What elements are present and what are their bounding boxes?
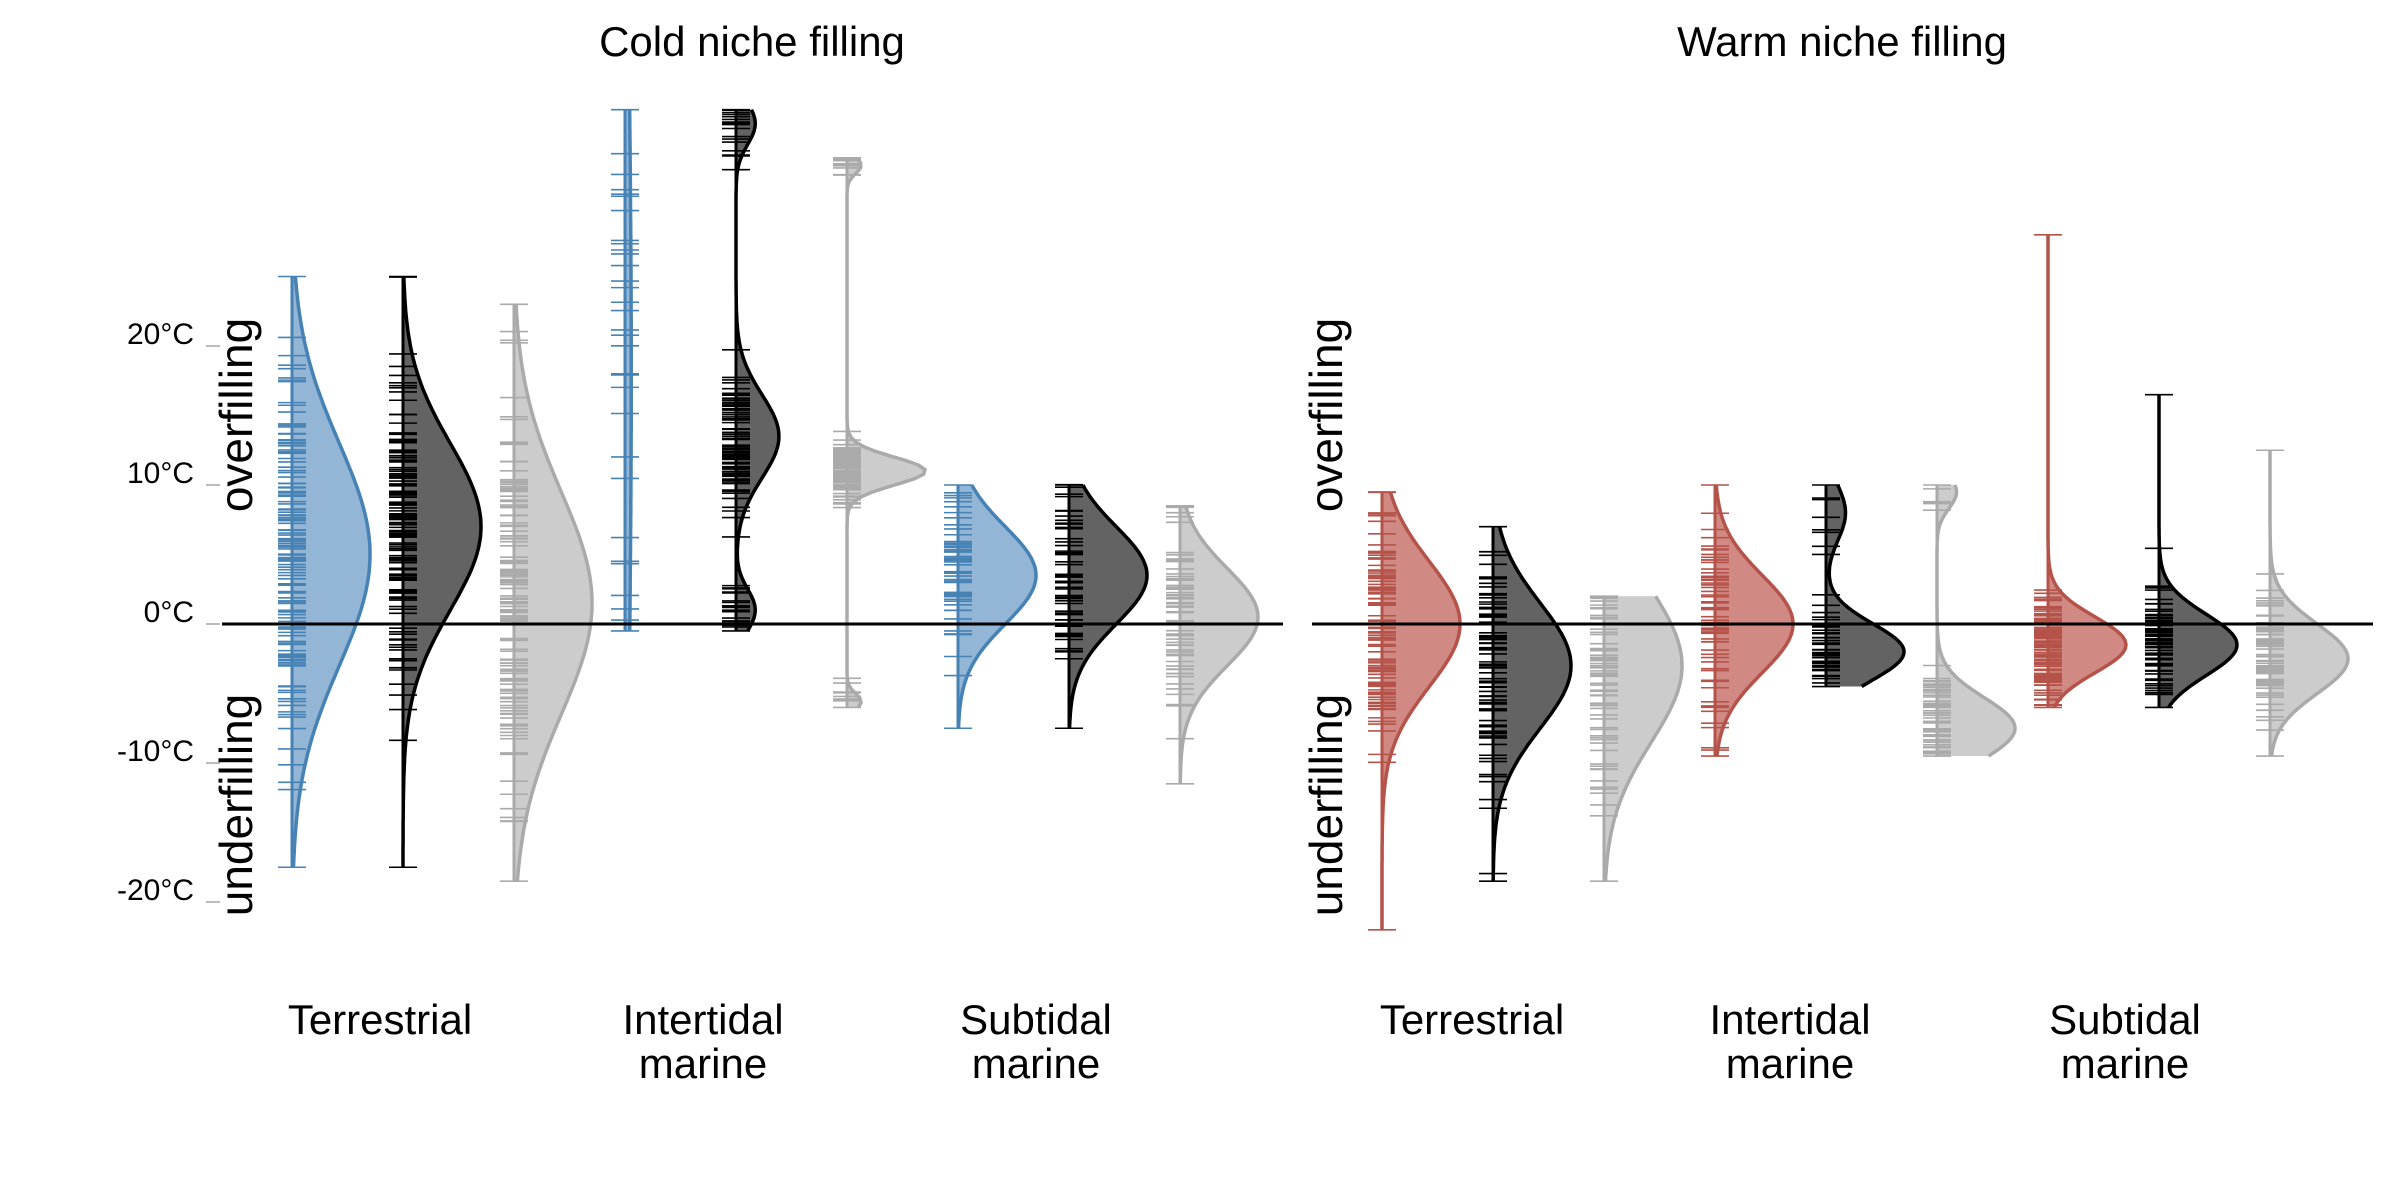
raincloud-group — [500, 303, 594, 882]
density-area — [958, 485, 1036, 729]
density-outline — [1603, 595, 1684, 882]
raincloud-group — [1055, 483, 1149, 730]
raincloud-group — [611, 108, 639, 632]
density-area — [403, 276, 481, 868]
plot-area-warm — [1368, 234, 2350, 931]
y-tick-label: -20°C — [117, 874, 194, 907]
raincloud-group — [2145, 393, 2239, 709]
category-label: Intertidal — [622, 996, 783, 1043]
density-area — [1180, 505, 1258, 784]
density-outline — [1491, 526, 1573, 882]
raincloud-group — [1590, 595, 1684, 882]
density-outline — [1827, 484, 1906, 689]
density-area — [2159, 394, 2237, 708]
category-label: marine — [1726, 1040, 1854, 1087]
raincloud-group — [2034, 234, 2128, 709]
density-area — [514, 304, 592, 882]
raincloud-group — [389, 275, 483, 869]
density-area — [1493, 526, 1571, 882]
density-area — [2270, 450, 2348, 757]
y-axis: 20°C 10°C 0°C -10°C -20°C — [117, 318, 220, 907]
raincloud-group — [2256, 449, 2350, 757]
raincloud-group — [1166, 505, 1260, 785]
panel-title-warm: Warm niche filling — [1677, 18, 2007, 65]
panel-warm: Warm niche filling overfilling underfill… — [1300, 18, 2373, 1087]
y-tick-label: -10°C — [117, 735, 194, 768]
density-outline — [956, 484, 1038, 729]
raincloud-group — [1368, 491, 1462, 931]
category-label: Subtidal — [2049, 996, 2201, 1043]
panel-cold: Cold niche filling 20°C 10°C 0°C -10°C -20°C… — [117, 18, 1283, 1087]
overfilling-label: overfilling — [1300, 318, 1352, 512]
density-outline — [291, 276, 372, 868]
density-area — [1604, 596, 1682, 882]
raincloud-group — [1701, 484, 1795, 757]
density-area — [1826, 485, 1904, 687]
density-area — [1715, 485, 1793, 757]
density-area — [1069, 485, 1147, 729]
density-outline — [1178, 505, 1260, 784]
density-outline — [1067, 484, 1149, 729]
density-area — [1382, 491, 1460, 930]
raincloud-group — [278, 275, 372, 869]
raincloud-group — [833, 157, 928, 709]
category-labels: Terrestrial IntertidalmarineSubtidalmarin… — [1380, 996, 2201, 1087]
raincloud-group — [1812, 484, 1906, 689]
underfilling-label: underfilling — [1300, 694, 1352, 916]
density-outline — [514, 304, 594, 882]
category-labels: Terrestrial IntertidalmarineSubtidalmarin… — [288, 996, 1112, 1087]
plot-area-cold — [278, 108, 1260, 882]
category-label: Terrestrial — [1380, 996, 1564, 1043]
category-label: Subtidal — [960, 996, 1112, 1043]
y-tick-label: 20°C — [127, 318, 194, 351]
raincloud-group — [1479, 525, 1573, 882]
category-label: Terrestrial — [288, 996, 472, 1043]
density-area — [736, 109, 779, 631]
category-label: marine — [2061, 1040, 2189, 1087]
density-area — [292, 276, 370, 868]
raincloud-group — [1923, 484, 2017, 758]
density-outline — [627, 109, 633, 632]
raincloud-group — [944, 484, 1038, 730]
y-tick-label: 0°C — [144, 596, 194, 629]
overfilling-label: overfilling — [210, 318, 262, 512]
panel-title-cold: Cold niche filling — [599, 18, 905, 65]
raincloud-group — [722, 108, 781, 632]
category-label: marine — [972, 1040, 1100, 1087]
density-area — [1937, 485, 2015, 757]
category-label: marine — [639, 1040, 767, 1087]
category-label: Intertidal — [1709, 996, 1870, 1043]
underfilling-label: underfilling — [210, 694, 262, 916]
y-tick-label: 10°C — [127, 457, 194, 490]
